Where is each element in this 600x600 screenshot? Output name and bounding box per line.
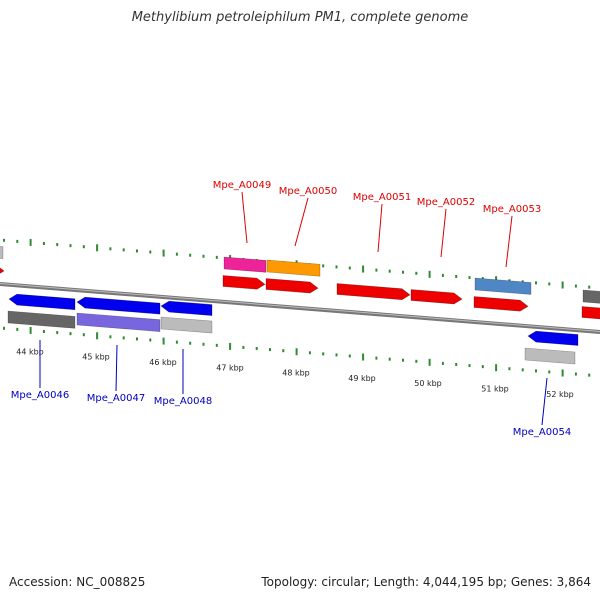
kbp-scale-label: 45 kbp xyxy=(82,353,110,362)
kbp-scale-label: 49 kbp xyxy=(348,374,376,383)
gene-arrow xyxy=(0,267,5,274)
gene-arrow xyxy=(8,293,76,311)
gene-arrow xyxy=(473,296,529,312)
kbp-scale-label: 51 kbp xyxy=(481,385,509,394)
gene-arrow xyxy=(160,300,213,316)
gene-label-top: Mpe_A0052 xyxy=(417,197,475,208)
gene-arrow xyxy=(336,283,411,301)
kbp-scale-label: 48 kbp xyxy=(282,369,310,378)
gene-arrow xyxy=(265,278,319,294)
gene-leader-line xyxy=(241,191,248,244)
gene-leader-line xyxy=(377,203,383,253)
gene-leader-line xyxy=(294,197,309,247)
kbp-scale-label: 52 kbp xyxy=(546,390,574,399)
gene-feature-box xyxy=(160,316,213,334)
gene-feature-box xyxy=(223,256,267,273)
kbp-scale-label: 44 kbp xyxy=(16,347,44,356)
gene-arrow xyxy=(222,275,266,290)
gene-leader-line xyxy=(440,208,447,258)
gene-label-top: Mpe_A0053 xyxy=(483,204,541,215)
gene-label-bottom: Mpe_A0054 xyxy=(513,427,571,438)
backbone-highlight xyxy=(0,283,600,332)
kbp-scale-label: 50 kbp xyxy=(414,379,442,388)
gene-arrow xyxy=(581,306,600,320)
gene-arrow xyxy=(410,289,463,305)
gene-label-top: Mpe_A0050 xyxy=(279,186,337,197)
kbp-scale-label: 47 kbp xyxy=(216,363,244,372)
gene-leader-line xyxy=(541,377,548,426)
gene-arrow xyxy=(76,296,161,315)
kbp-scale-label: 46 kbp xyxy=(149,358,177,367)
gene-label-bottom: Mpe_A0046 xyxy=(11,390,69,401)
gene-label-bottom: Mpe_A0047 xyxy=(87,393,145,404)
map-title: Methylibium petroleiphilum PM1, complete… xyxy=(131,10,469,25)
gene-label-top: Mpe_A0049 xyxy=(213,180,271,191)
genome-info-text: Topology: circular; Length: 4,044,195 bp… xyxy=(261,575,591,589)
gene-arrow xyxy=(527,330,579,346)
gene-feature-box xyxy=(76,312,161,332)
gene-leader-line xyxy=(115,344,118,392)
gene-feature-box xyxy=(266,259,321,277)
gene-label-bottom: Mpe_A0048 xyxy=(154,396,212,407)
gene-feature-box xyxy=(474,277,532,295)
gene-label-top: Mpe_A0051 xyxy=(353,192,411,203)
gene-feature-box xyxy=(0,246,4,259)
accession-text: Accession: NC_008825 xyxy=(9,575,146,589)
gene-feature-box xyxy=(524,347,576,365)
gene-feature-box xyxy=(7,310,76,329)
gene-feature-box xyxy=(582,289,600,304)
gene-leader-line xyxy=(505,215,513,268)
